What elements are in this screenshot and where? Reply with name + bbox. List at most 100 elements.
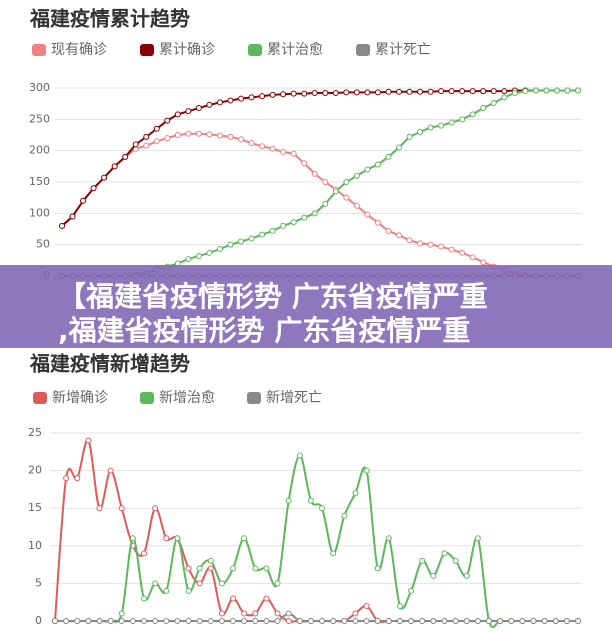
point — [174, 132, 181, 138]
point — [532, 87, 539, 94]
point — [129, 618, 136, 624]
point — [322, 90, 329, 97]
point — [319, 505, 326, 512]
point — [301, 160, 308, 167]
point — [290, 150, 297, 157]
point — [522, 88, 529, 95]
point — [238, 136, 245, 143]
point — [352, 610, 359, 617]
point — [563, 618, 570, 624]
point — [143, 133, 150, 140]
point — [430, 572, 437, 579]
y-tick-label: 5 — [35, 576, 42, 589]
point — [364, 211, 371, 218]
point — [118, 505, 125, 512]
point — [459, 249, 466, 256]
point — [174, 618, 181, 624]
point — [448, 246, 455, 253]
series-line — [61, 89, 578, 227]
point — [122, 153, 129, 160]
point — [543, 87, 550, 94]
point — [74, 475, 81, 482]
point — [330, 618, 337, 624]
point — [63, 618, 70, 624]
point — [343, 89, 350, 96]
point — [385, 88, 392, 95]
point — [406, 88, 413, 95]
point — [230, 565, 237, 572]
point — [163, 618, 170, 624]
point — [406, 237, 413, 244]
point — [185, 108, 192, 115]
point — [118, 618, 125, 624]
point — [274, 610, 281, 617]
point — [141, 595, 148, 602]
point — [207, 565, 214, 572]
point — [152, 505, 159, 512]
point — [343, 194, 350, 201]
point — [195, 252, 202, 259]
point — [519, 618, 526, 624]
point — [332, 90, 339, 97]
point — [363, 467, 370, 474]
banner-background — [0, 265, 612, 348]
point — [196, 565, 203, 572]
point — [241, 610, 248, 617]
point — [196, 580, 203, 587]
legend-label: 新增死亡 — [266, 390, 322, 406]
point — [353, 202, 360, 209]
point — [164, 117, 171, 124]
point — [259, 231, 266, 238]
series-line — [54, 439, 578, 624]
series-line — [55, 454, 578, 629]
point — [301, 214, 308, 221]
point — [85, 437, 92, 444]
point — [52, 618, 58, 624]
point — [285, 497, 292, 504]
point — [469, 111, 476, 118]
point — [311, 170, 318, 177]
point — [185, 618, 192, 624]
y-tick-label: 150 — [29, 175, 50, 188]
point — [353, 89, 360, 96]
y-tick-label: 25 — [28, 426, 42, 439]
point — [374, 565, 381, 572]
point — [216, 246, 223, 253]
point — [564, 87, 571, 94]
legend-label: 累计死亡 — [375, 42, 431, 58]
point — [74, 618, 81, 624]
point — [263, 565, 270, 572]
point — [164, 135, 171, 142]
point — [227, 241, 234, 248]
point — [463, 618, 470, 624]
point — [501, 94, 508, 101]
legend-label: 累计确诊 — [159, 42, 215, 58]
point — [101, 174, 108, 181]
y-tick-label: 200 — [29, 144, 50, 157]
point — [301, 90, 308, 97]
point — [463, 572, 470, 579]
point — [274, 580, 281, 587]
point — [322, 200, 329, 207]
point — [438, 243, 445, 250]
point — [118, 610, 125, 617]
point — [141, 550, 148, 557]
point — [195, 130, 202, 137]
point — [311, 90, 318, 97]
point — [322, 179, 329, 185]
point — [252, 610, 259, 617]
point — [152, 618, 159, 624]
point — [385, 618, 392, 624]
point — [501, 88, 508, 95]
point — [352, 618, 359, 624]
point — [206, 249, 213, 256]
point — [132, 141, 139, 148]
point — [353, 172, 360, 179]
legend-label: 累计治愈 — [267, 42, 323, 58]
point — [185, 587, 192, 594]
point — [395, 144, 402, 151]
point — [427, 241, 434, 248]
legend-label: 现有确诊 — [51, 42, 107, 58]
point — [575, 618, 581, 624]
